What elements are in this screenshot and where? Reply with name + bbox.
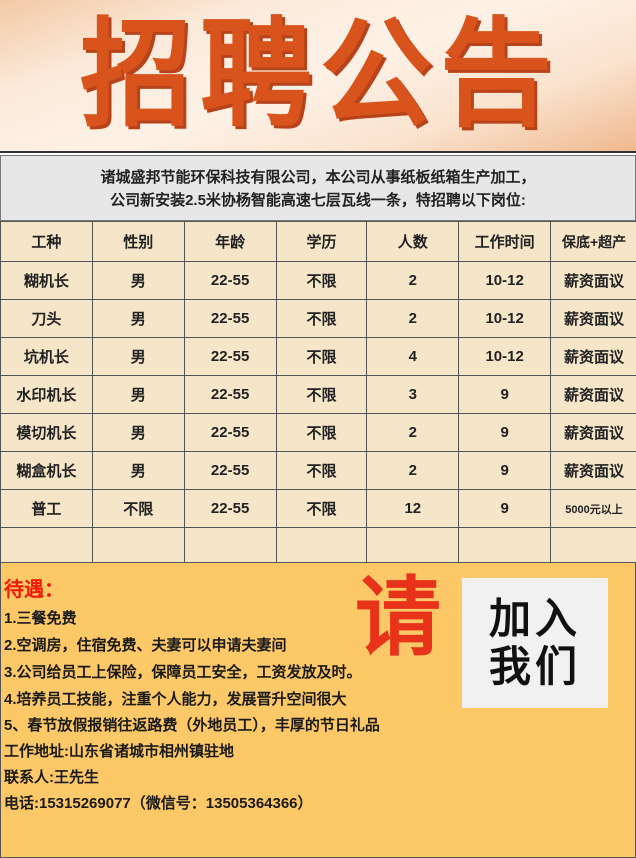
table-cell: 22-55 [183, 337, 277, 376]
table-cell: 2 [366, 413, 460, 452]
table-cell [366, 527, 460, 566]
table-cell: 男 [91, 261, 185, 300]
table-cell: 不限 [91, 489, 185, 528]
table-cell: 男 [91, 451, 185, 490]
table-cell: 不限 [275, 451, 368, 490]
column-header: 性别 [91, 221, 185, 262]
table-cell: 不限 [275, 413, 368, 452]
benefit-item: 2.空调房，住宿免费、夫妻可以申请夫妻间 [4, 637, 287, 654]
table-cell: 22-55 [183, 451, 277, 490]
table-cell: 糊盒机长 [0, 451, 93, 490]
table-row: 水印机长男 22-55 不限 3 9 薪资面议 [0, 375, 636, 414]
table-cell: 刀头 [0, 299, 93, 338]
table-cell: 10-12 [458, 261, 552, 300]
table-cell: 9 [458, 375, 552, 414]
benefits-heading: 待遇： [4, 579, 64, 601]
intro-line: 公司新安装2.5米协杨智能高速七层瓦线一条，特招聘以下岗位: [110, 192, 526, 209]
join-text: 加入 [488, 595, 581, 642]
contact-person: 联系人:王先生 [4, 769, 99, 786]
join-text: 我们 [488, 643, 581, 690]
table-cell: 12 [366, 489, 460, 528]
table-row: 刀头男 22-55 不限 2 10-12 薪资面议 [0, 299, 636, 338]
table-cell: 9 [458, 489, 552, 528]
table-cell [458, 527, 552, 566]
table-cell: 普工 [0, 489, 93, 528]
table-cell: 5000元以上 [550, 489, 636, 528]
table-cell: 男 [91, 413, 185, 452]
table-cell: 糊机长 [0, 261, 93, 300]
positions-table: 工种 性别 年龄 学历 人数 工作时间 保底+超产 糊机长男 22-55 不限 2 10… [0, 221, 636, 566]
column-header: 年龄 [183, 221, 277, 262]
table-cell [275, 527, 368, 566]
column-header: 保底+超产 [550, 221, 636, 262]
table-cell: 22-55 [183, 489, 277, 528]
table-cell: 2 [366, 261, 460, 300]
table-row: 普工 不限 22-55 不限 12 9 5000元以上 [0, 489, 636, 528]
table-cell: 3 [366, 375, 460, 414]
table-cell: 水印机长 [0, 375, 93, 414]
table-row: 模切机长男 22-55 不限 2 9 薪资面议 [0, 413, 636, 452]
work-address: 工作地址:山东省诸城市相州镇驻地 [4, 743, 234, 760]
column-header: 学历 [275, 221, 368, 262]
table-cell: 22-55 [183, 261, 277, 300]
table-cell: 男 [91, 375, 185, 414]
benefit-item: 3.公司给员工上保险，保障员工安全，工资发放及时。 [4, 664, 362, 681]
banner: 招聘公告 [0, 0, 636, 153]
table-cell: 2 [366, 299, 460, 338]
column-header: 工种 [0, 221, 93, 262]
table-cell: 不限 [275, 337, 368, 376]
table-cell: 薪资面议 [550, 451, 636, 490]
table-row: 糊机长男 22-55 不限 2 10-12 薪资面议 [0, 261, 636, 300]
benefit-item: 1.三餐免费 [4, 610, 77, 627]
phone-number: 电话:15315269077（微信号：13505364366） [4, 795, 313, 812]
table-cell: 不限 [275, 261, 368, 300]
table-cell: 10-12 [458, 299, 552, 338]
company-intro: 诸城盛邦节能环保科技有限公司，本公司从事纸板纸箱生产加工， 公司新安装2.5米协… [0, 155, 636, 221]
benefit-item: 5、春节放假报销往返路费（外地员工），丰厚的节日礼品 [4, 717, 380, 734]
table-cell: 9 [458, 451, 552, 490]
table-cell [183, 527, 277, 566]
table-cell: 坑机长 [0, 337, 93, 376]
table-cell: 男 [91, 299, 185, 338]
table-cell: 男 [91, 337, 185, 376]
table-cell: 不限 [275, 375, 368, 414]
table-row [0, 527, 636, 566]
table-row: 坑机长男 22-55 不限 4 10-12 薪资面议 [0, 337, 636, 376]
column-header: 工作时间 [458, 221, 552, 262]
table-cell: 不限 [275, 299, 368, 338]
table-cell: 薪资面议 [550, 375, 636, 414]
table-cell: 薪资面议 [550, 299, 636, 338]
please-graphic: 请 [355, 570, 441, 666]
table-cell: 10-12 [458, 337, 552, 376]
column-header: 人数 [366, 221, 460, 262]
banner-title: 招聘公告 [80, 8, 560, 141]
table-cell: 不限 [275, 489, 368, 528]
table-cell: 模切机长 [0, 413, 93, 452]
table-cell: 22-55 [183, 299, 277, 338]
table-header-row: 工种 性别 年龄 学历 人数 工作时间 保底+超产 [0, 221, 636, 262]
table-cell [91, 527, 185, 566]
table-cell: 22-55 [183, 375, 277, 414]
intro-line: 诸城盛邦节能环保科技有限公司，本公司从事纸板纸箱生产加工， [100, 169, 536, 186]
table-cell: 4 [366, 337, 460, 376]
table-row: 糊盒机长男 22-55 不限 2 9 薪资面议 [0, 451, 636, 490]
table-cell: 2 [366, 451, 460, 490]
table-cell: 22-55 [183, 413, 277, 452]
table-cell [550, 527, 636, 566]
table-cell: 9 [458, 413, 552, 452]
table-cell [0, 527, 93, 566]
join-us-graphic: 加入 我们 [462, 578, 608, 708]
benefit-item: 4.培养员工技能，注重个人能力，发展晋升空间很大 [4, 691, 347, 708]
table-cell: 薪资面议 [550, 413, 636, 452]
table-cell: 薪资面议 [550, 337, 636, 376]
table-cell: 薪资面议 [550, 261, 636, 300]
